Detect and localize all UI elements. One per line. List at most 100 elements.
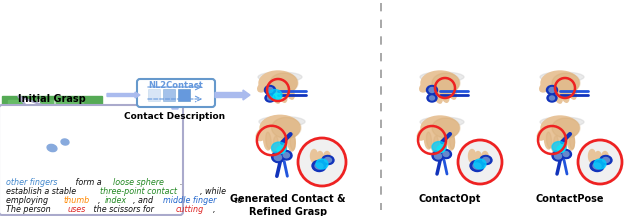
Ellipse shape [554, 153, 561, 159]
Ellipse shape [554, 89, 562, 103]
Ellipse shape [563, 151, 569, 157]
Ellipse shape [322, 156, 334, 165]
Text: employing: employing [6, 196, 51, 205]
Text: uses: uses [67, 205, 86, 214]
Ellipse shape [431, 135, 438, 153]
Ellipse shape [61, 139, 69, 145]
Ellipse shape [279, 88, 287, 102]
Ellipse shape [420, 72, 464, 82]
Ellipse shape [427, 86, 437, 100]
Ellipse shape [280, 150, 292, 160]
Ellipse shape [434, 89, 442, 103]
Ellipse shape [545, 131, 552, 149]
Ellipse shape [547, 86, 557, 100]
Ellipse shape [540, 82, 550, 92]
FancyArrow shape [107, 92, 140, 98]
Ellipse shape [264, 131, 271, 150]
FancyArrow shape [170, 94, 180, 109]
Ellipse shape [435, 153, 442, 159]
Ellipse shape [44, 142, 60, 154]
Ellipse shape [268, 89, 282, 100]
Ellipse shape [256, 128, 268, 141]
Text: three-point contact: three-point contact [100, 187, 177, 196]
Ellipse shape [447, 132, 454, 150]
Ellipse shape [541, 116, 579, 140]
FancyArrow shape [215, 90, 250, 100]
Ellipse shape [271, 135, 278, 154]
Ellipse shape [429, 96, 435, 100]
Text: ContactOpt: ContactOpt [419, 194, 481, 204]
FancyBboxPatch shape [137, 79, 215, 107]
Ellipse shape [559, 135, 566, 153]
Circle shape [578, 140, 622, 184]
Ellipse shape [265, 94, 275, 102]
Ellipse shape [432, 73, 460, 93]
Bar [2, 96, 102, 176]
Ellipse shape [271, 118, 301, 138]
Ellipse shape [437, 146, 445, 152]
Ellipse shape [590, 160, 604, 172]
Ellipse shape [561, 149, 572, 159]
Ellipse shape [65, 138, 72, 152]
Text: to: to [232, 196, 243, 205]
Ellipse shape [470, 160, 484, 172]
Ellipse shape [323, 151, 330, 165]
Ellipse shape [421, 71, 459, 95]
Text: Generated Contact &
Refined Grasp: Generated Contact & Refined Grasp [230, 194, 346, 216]
Ellipse shape [552, 118, 580, 138]
Text: , while: , while [200, 187, 227, 196]
Ellipse shape [288, 132, 295, 151]
Ellipse shape [420, 82, 430, 92]
Ellipse shape [315, 163, 323, 169]
Text: thumb: thumb [64, 196, 90, 205]
Ellipse shape [552, 135, 559, 153]
Ellipse shape [267, 87, 273, 92]
Ellipse shape [593, 163, 601, 169]
Ellipse shape [442, 136, 447, 152]
Circle shape [298, 138, 346, 186]
Ellipse shape [268, 96, 273, 100]
Ellipse shape [56, 121, 65, 129]
Ellipse shape [312, 160, 326, 172]
Ellipse shape [595, 151, 602, 165]
Ellipse shape [468, 149, 476, 162]
Text: ContactPose: ContactPose [536, 194, 604, 204]
Ellipse shape [280, 135, 287, 154]
Ellipse shape [561, 136, 566, 152]
Text: Contact Description: Contact Description [124, 112, 225, 121]
Ellipse shape [417, 128, 429, 140]
Ellipse shape [286, 85, 294, 99]
Ellipse shape [427, 94, 437, 102]
Ellipse shape [602, 157, 609, 162]
Bar [178, 89, 190, 101]
Text: ,: , [98, 196, 103, 205]
Ellipse shape [265, 86, 275, 100]
Ellipse shape [272, 89, 280, 103]
Bar [8, 100, 83, 172]
Ellipse shape [266, 132, 271, 149]
Bar [148, 89, 160, 101]
Ellipse shape [270, 73, 298, 93]
Ellipse shape [50, 119, 90, 141]
Ellipse shape [540, 117, 584, 127]
Ellipse shape [440, 135, 447, 153]
Ellipse shape [70, 137, 77, 151]
Text: cutting: cutting [176, 205, 204, 214]
Ellipse shape [47, 144, 57, 152]
Ellipse shape [602, 151, 609, 165]
Ellipse shape [264, 86, 275, 95]
Ellipse shape [259, 116, 305, 127]
Ellipse shape [420, 117, 464, 127]
Text: The person: The person [6, 205, 53, 214]
Text: middle finger: middle finger [163, 196, 216, 205]
Ellipse shape [552, 73, 580, 93]
Ellipse shape [76, 135, 84, 149]
Text: other fingers: other fingers [6, 178, 58, 187]
Bar [163, 89, 175, 101]
Ellipse shape [421, 116, 459, 140]
Ellipse shape [561, 88, 569, 102]
Ellipse shape [538, 128, 548, 140]
Text: ,: , [212, 205, 215, 214]
Text: index: index [104, 196, 127, 205]
Text: .: . [179, 178, 182, 187]
